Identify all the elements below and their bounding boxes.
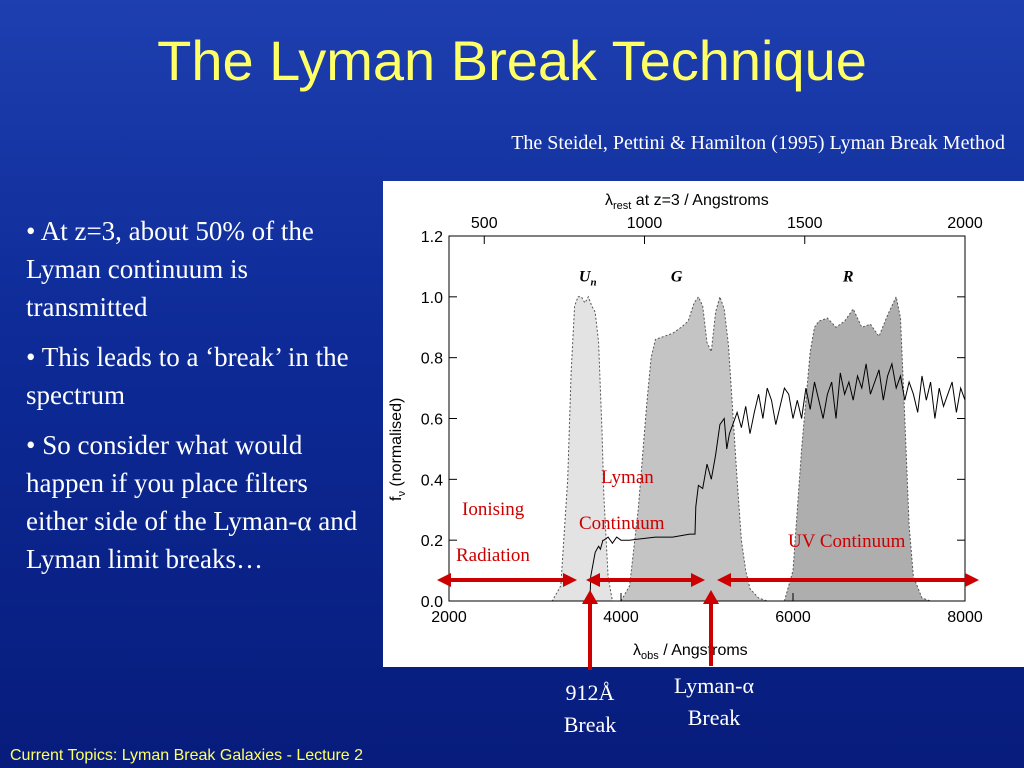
arrowhead-right xyxy=(691,573,705,587)
bullet-item: • At z=3, about 50% of the Lyman continu… xyxy=(26,216,314,322)
filter-curve-u xyxy=(543,295,613,602)
bullet-list: • At z=3, about 50% of the Lyman continu… xyxy=(26,212,376,590)
arrowhead-left xyxy=(437,573,451,587)
top-axis-title: λrest at z=3 / Angstroms xyxy=(605,192,769,212)
top-tick-label: 500 xyxy=(471,215,498,232)
break-912-label: 912Å Break xyxy=(540,677,640,741)
y-tick-label: 1.0 xyxy=(421,290,443,307)
filter-label-u: Un xyxy=(579,269,597,289)
filter-label-r: R xyxy=(842,269,854,286)
bullet-item: • This leads to a ‘break’ in the spectru… xyxy=(26,342,349,410)
x-tick-label: 4000 xyxy=(603,609,639,626)
arrowhead-left xyxy=(717,573,731,587)
y-axis-title: fν (normalised) xyxy=(388,398,408,501)
slide-title: The Lyman Break Technique xyxy=(157,29,867,92)
ionising-label-line1: Ionising xyxy=(462,499,525,520)
arrowhead-right xyxy=(965,573,979,587)
top-tick-label: 2000 xyxy=(947,215,983,232)
chart-panel: Un G R 2000 4000 6000 8000 500 1000 1500 2000 0.0 0… xyxy=(383,181,1024,667)
lya-break-label-line2: Break xyxy=(687,705,741,730)
y-tick-label: 0.2 xyxy=(421,533,443,550)
uv-continuum-label: UV Continuum xyxy=(788,531,906,552)
x-tick-label: 8000 xyxy=(947,609,983,626)
chart-caption: The Steidel, Pettini & Hamilton (1995) L… xyxy=(511,132,1005,154)
break-912-label-line2: Break xyxy=(563,712,617,737)
top-tick-label: 1500 xyxy=(787,215,823,232)
top-tick-label: 1000 xyxy=(627,215,663,232)
filter-label-g: G xyxy=(671,269,683,286)
arrowhead-right xyxy=(563,573,577,587)
footer-text: Current Topics: Lyman Break Galaxies - L… xyxy=(10,747,364,764)
lya-break-arrow xyxy=(703,590,719,666)
arrowhead-left xyxy=(586,573,600,587)
y-tick-label: 0.8 xyxy=(421,351,443,368)
break-912-arrow xyxy=(582,590,598,670)
bullet-item: • So consider what would happen if you p… xyxy=(26,430,358,574)
x-axis-title: λobs / Angstroms xyxy=(633,642,748,662)
y-tick-label: 0.0 xyxy=(421,594,443,611)
filter-curve-r xyxy=(783,295,931,602)
lyman-continuum-label-line1: Lyman xyxy=(601,467,654,488)
y-tick-label: 0.4 xyxy=(421,472,443,489)
filter-curve-g xyxy=(620,295,768,602)
lya-break-label: Lyman-α Break xyxy=(654,670,774,734)
y-tick-label: 0.6 xyxy=(421,412,443,429)
x-tick-label: 6000 xyxy=(775,609,811,626)
lyman-continuum-label-line2: Continuum xyxy=(579,513,665,534)
x-tick-label: 2000 xyxy=(431,609,467,626)
y-tick-label: 1.2 xyxy=(421,229,443,246)
lya-break-label-line1: Lyman-α xyxy=(674,673,754,698)
ionising-label-line2: Radiation xyxy=(456,545,530,566)
spectrum-line xyxy=(449,361,966,602)
break-912-label-line1: 912Å xyxy=(565,680,615,705)
